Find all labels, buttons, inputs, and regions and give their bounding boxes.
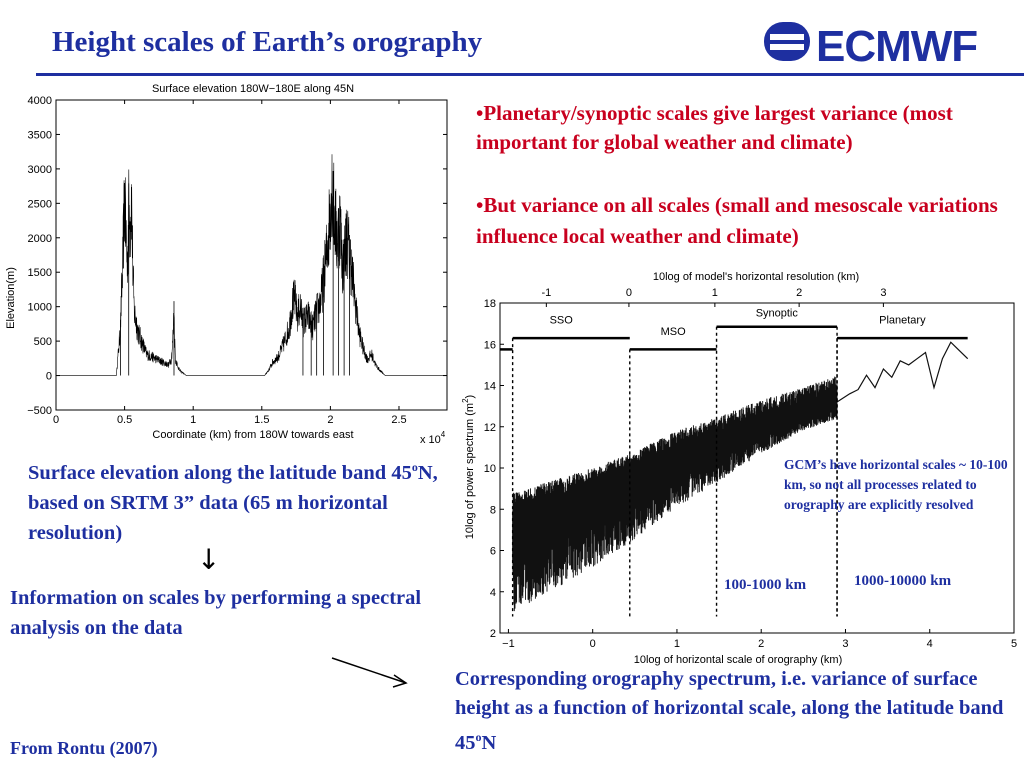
elevation-x-multiplier: x 104	[420, 430, 446, 446]
spectrum-y-tick-label: 8	[490, 504, 496, 516]
citation: From Rontu (2007)	[10, 738, 158, 758]
spectrum-x-tick-label: 3	[842, 638, 848, 650]
elevation-y-tick-label: 1500	[28, 267, 52, 279]
elevation-y-tick-label: −500	[27, 405, 52, 417]
elevation-x-tick-label: 1.5	[254, 414, 269, 426]
scale-bands: SSO MSO Synoptic Planetary	[500, 307, 968, 617]
spectrum-y-tick-label: 16	[484, 339, 496, 351]
slide-title: Height scales of Earth’s orography	[52, 26, 483, 58]
spectrum-y-tick-label: 2	[490, 628, 496, 640]
elevation-x-tick-label: 1	[190, 414, 196, 426]
spectrum-x-tick-label: −1	[502, 638, 515, 650]
elevation-x-tick-label: 2.5	[391, 414, 406, 426]
spectrum-x-tick-label: 4	[927, 638, 933, 650]
spectrum-x-tick-label: 5	[1011, 638, 1017, 650]
elevation-y-tick-label: 2000	[28, 233, 52, 245]
label-100-1000-km: 100-1000 km	[724, 577, 807, 593]
spectrum-top-tick-label: -1	[541, 287, 551, 299]
elevation-x-tick-label: 0.5	[117, 414, 132, 426]
spectrum-y-tick-label: 10	[484, 463, 496, 475]
spectrum-y-tick-label: 6	[490, 546, 496, 558]
spectrum-top-tick-label: 3	[880, 287, 886, 299]
scale-band-label: SSO	[550, 315, 574, 327]
spectrum-y-tick-label: 18	[484, 298, 496, 310]
elevation-caption: Surface elevation along the latitude ban…	[28, 460, 438, 544]
ecmwf-logo: ECMWF	[764, 22, 978, 70]
elevation-chart: 0 0.5 1 1.5 2 2.5−500050010001500200025003000…	[5, 83, 448, 446]
bullet-all-scales: •But variance on all scales (small and m…	[476, 193, 998, 248]
spectrum-top-tick-label: 2	[796, 287, 802, 299]
spectrum-y-tick-label: 14	[484, 381, 496, 393]
elevation-y-tick-label: 1000	[28, 302, 52, 314]
elevation-ylabel: Elevation(m)	[5, 267, 17, 329]
elevation-axes: 0 0.5 1 1.5 2 2.5−500050010001500200025003000…	[27, 95, 448, 426]
gcm-note: GCM’s have horizontal scales ~ 10-100 km…	[784, 457, 1008, 512]
elevation-y-tick-label: 3000	[28, 164, 52, 176]
elevation-x-tick-label: 2	[327, 414, 333, 426]
spectrum-ylabel: 10log of power spectrum (m2)	[461, 395, 476, 539]
label-1000-10000-km: 1000-10000 km	[854, 573, 952, 589]
spectral-analysis-caption: Information on scales by performing a sp…	[10, 587, 422, 639]
spectrum-caption: Corresponding orography spectrum, i.e. v…	[455, 668, 1004, 754]
spectrum-tail-line	[836, 341, 969, 403]
logo-text: ECMWF	[816, 22, 977, 70]
scale-band-label: Planetary	[879, 315, 926, 327]
elevation-y-tick-label: 500	[34, 336, 52, 348]
diagonal-arrow-icon	[331, 657, 408, 688]
elevation-spikes	[120, 170, 350, 376]
spectrum-xlabel: 10log of horizontal scale of orography (…	[634, 654, 843, 666]
elevation-y-tick-label: 4000	[28, 95, 52, 107]
spectrum-top-tick-label: 0	[626, 287, 632, 299]
elevation-line	[55, 154, 447, 376]
scale-band-label: Synoptic	[756, 307, 799, 319]
spectrum-y-tick-label: 12	[484, 422, 496, 434]
spectrum-y-tick-label: 4	[490, 587, 496, 599]
spectrum-x-tick-label: 2	[758, 638, 764, 650]
title-underline	[36, 73, 1024, 76]
bullet-planetary-scales: •Planetary/synoptic scales give largest …	[476, 101, 953, 154]
elevation-y-tick-label: 2500	[28, 198, 52, 210]
spectrum-x-tick-label: 1	[674, 638, 680, 650]
spectrum-top-title: 10log of model's horizontal resolution (…	[653, 271, 859, 283]
spectrum-top-tick-label: 1	[712, 287, 718, 299]
down-arrow-icon: ↓	[197, 543, 221, 576]
elevation-title: Surface elevation 180W−180E along 45N	[152, 83, 354, 95]
elevation-xlabel: Coordinate (km) from 180W towards east	[152, 429, 353, 441]
spectrum-x-tick-label: 0	[590, 638, 596, 650]
elevation-x-tick-label: 0	[53, 414, 59, 426]
elevation-y-tick-label: 3500	[28, 129, 52, 141]
elevation-y-tick-label: 0	[46, 371, 52, 383]
elevation-plot-frame	[55, 99, 448, 411]
scale-band-label: MSO	[661, 326, 687, 338]
